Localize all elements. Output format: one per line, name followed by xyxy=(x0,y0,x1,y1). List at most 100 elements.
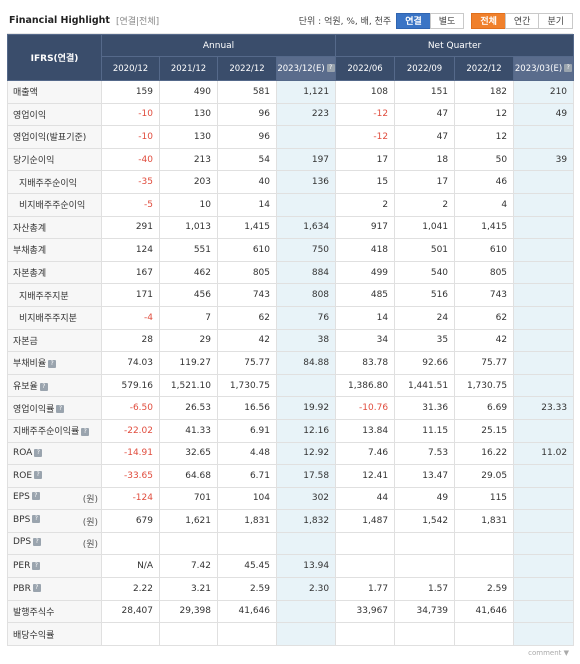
table-cell: -40 xyxy=(101,147,160,172)
table-cell: 62 xyxy=(217,305,277,330)
row-label: ROA? xyxy=(7,441,102,466)
info-icon[interactable]: ? xyxy=(33,537,42,546)
column-header: 2022/12 xyxy=(217,56,277,81)
table-cell xyxy=(217,622,277,646)
table-cell: 16.56 xyxy=(217,396,277,420)
period-all-button[interactable]: 전체 xyxy=(471,12,506,29)
table-cell xyxy=(513,305,575,330)
info-icon[interactable]: ? xyxy=(39,382,48,391)
row-label: 부채총계 xyxy=(7,238,102,262)
row-label: 지배주주지분 xyxy=(7,283,102,307)
table-cell: 13.84 xyxy=(335,418,396,443)
row-unit: (원) xyxy=(82,517,98,528)
info-icon[interactable]: ? xyxy=(56,405,65,414)
table-cell: 96 xyxy=(217,125,277,149)
table-cell: 104 xyxy=(217,486,277,511)
annual-group-header: Annual xyxy=(100,34,337,57)
table-cell: 610 xyxy=(454,238,515,262)
info-icon[interactable]: ? xyxy=(32,584,41,593)
info-icon[interactable]: ? xyxy=(81,427,90,436)
table-cell xyxy=(513,486,575,511)
table-cell: 917 xyxy=(335,215,396,240)
table-cell: 64.68 xyxy=(159,464,218,488)
table-cell: 197 xyxy=(275,147,337,172)
column-header: 2020/12 xyxy=(101,56,160,81)
table-cell: -10 xyxy=(101,125,160,149)
table-row: PBR? 2.22 3.21 2.59 2.30 1.77 1.57 2.59 xyxy=(7,577,575,601)
row-label-text: 매출액 xyxy=(13,88,38,99)
row-label: 매출액 xyxy=(7,80,102,104)
table-cell: -5 xyxy=(101,192,160,217)
period-annual-button[interactable]: 연간 xyxy=(504,12,540,29)
info-icon[interactable]: ? xyxy=(34,471,43,480)
table-cell: 499 xyxy=(335,260,396,285)
info-icon[interactable]: ? xyxy=(32,515,41,524)
info-icon[interactable]: ? xyxy=(48,359,57,368)
table-cell: 40 xyxy=(217,170,277,194)
table-cell: 750 xyxy=(275,238,337,262)
table-cell: 581 xyxy=(217,80,277,104)
table-cell xyxy=(513,192,575,217)
table-cell xyxy=(159,531,218,556)
table-cell xyxy=(275,531,337,556)
table-cell: 13.47 xyxy=(394,464,456,488)
table-row: 지배주주지분 171 456 743 808 485 516 743 xyxy=(7,283,575,307)
table-row: EPS? (원) -124 701 104 302 44 49 115 xyxy=(7,486,575,511)
table-cell: N/A xyxy=(101,554,160,579)
table-cell xyxy=(101,531,160,556)
table-corner-header: IFRS(연결) xyxy=(7,34,102,81)
row-label: 비지배주주순이익 xyxy=(7,192,102,217)
info-icon[interactable]: ? xyxy=(326,64,335,72)
scope-separate-button[interactable]: 별도 xyxy=(429,12,465,29)
column-header: 2022/12 xyxy=(454,56,515,81)
row-label-text: 부채비율 xyxy=(13,359,47,370)
table-cell xyxy=(513,599,575,624)
table-cell: 805 xyxy=(217,260,277,285)
table-cell: 12 xyxy=(454,125,515,149)
table-cell: 18 xyxy=(394,147,456,172)
table-cell: 2 xyxy=(335,192,396,217)
row-label-text: 유보율 xyxy=(13,382,38,393)
column-header-label: 2023/12(E) xyxy=(277,63,325,74)
table-cell: 6.91 xyxy=(217,418,277,443)
row-label: 영업이익(발표기준) xyxy=(7,125,102,149)
table-cell: 10 xyxy=(159,192,218,217)
row-unit: (원) xyxy=(82,494,98,505)
table-cell: 12 xyxy=(454,102,515,127)
comment-toggle[interactable]: comment ▼ xyxy=(528,648,569,657)
info-icon[interactable]: ? xyxy=(564,64,573,72)
table-cell: 4.48 xyxy=(217,441,277,466)
row-label-text: PBR xyxy=(13,583,31,594)
table-cell xyxy=(513,554,575,579)
table-cell: 1,013 xyxy=(159,215,218,240)
table-row: 영업이익 -10 130 96 223 -12 47 12 49 xyxy=(7,102,575,127)
table-cell: 210 xyxy=(513,80,575,104)
table-cell xyxy=(335,531,396,556)
financial-highlight-panel: Financial Highlight [연결|전체] 단위 : 억원, %, … xyxy=(7,8,575,659)
table-cell: 45.45 xyxy=(217,554,277,579)
row-label: 지배주주순이익률? xyxy=(7,418,102,443)
table-cell: 4 xyxy=(454,192,515,217)
table-cell: 579.16 xyxy=(101,373,160,398)
row-label: 영업이익 xyxy=(7,102,102,127)
info-icon[interactable]: ? xyxy=(31,492,40,501)
period-toggle: 전체 연간 분기 xyxy=(471,12,573,29)
row-label: 자산총계 xyxy=(7,215,102,240)
table-cell: 501 xyxy=(394,238,456,262)
info-icon[interactable]: ? xyxy=(32,561,41,570)
table-cell: 38 xyxy=(275,328,337,353)
table-cell: 14 xyxy=(335,305,396,330)
table-cell: 1,730.75 xyxy=(217,373,277,398)
row-label-text: DPS xyxy=(13,537,32,548)
table-cell: 29 xyxy=(159,328,218,353)
table-cell: 302 xyxy=(275,486,337,511)
table-cell xyxy=(159,622,218,646)
period-quarter-button[interactable]: 분기 xyxy=(538,12,573,29)
info-icon[interactable]: ? xyxy=(34,448,43,457)
scope-consolidated-button[interactable]: 연결 xyxy=(396,12,431,29)
table-cell: 29.05 xyxy=(454,464,515,488)
table-cell: -33.65 xyxy=(101,464,160,488)
row-label: BPS? (원) xyxy=(7,509,102,533)
row-unit: (원) xyxy=(82,540,98,551)
table-cell xyxy=(513,351,575,375)
